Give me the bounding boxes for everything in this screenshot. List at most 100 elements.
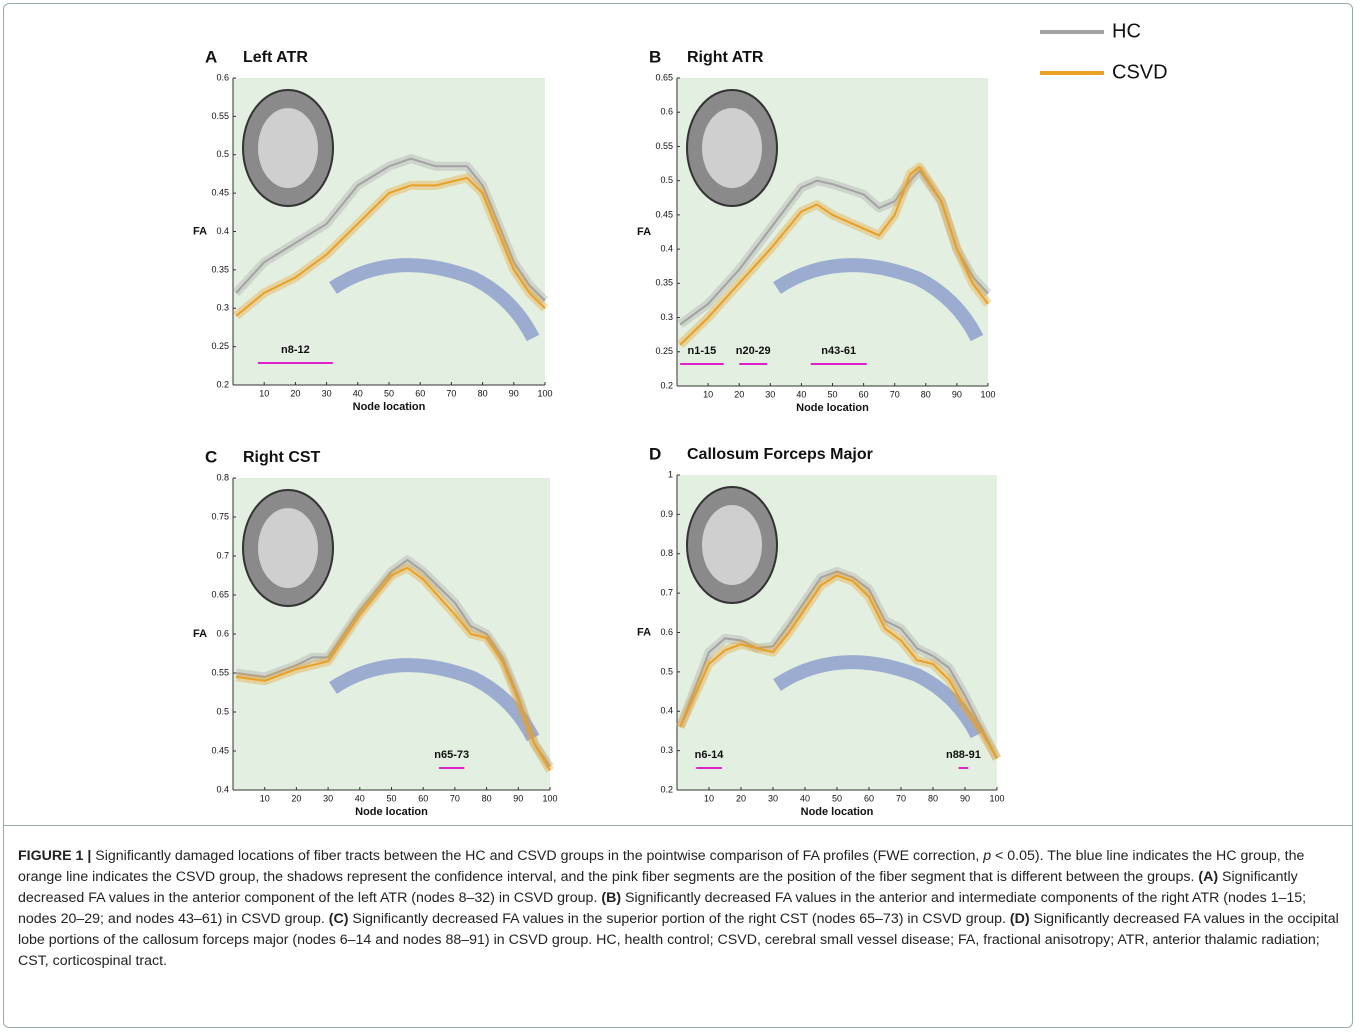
x-tick-label: 70 <box>450 793 460 803</box>
x-tick-label: 100 <box>542 793 557 803</box>
y-tick-label: 0.4 <box>216 226 229 236</box>
caption-panel: (B) <box>601 890 621 906</box>
y-tick-label: 0.35 <box>211 264 229 274</box>
x-tick-label: 20 <box>734 389 744 399</box>
significance-label: n43-61 <box>821 345 856 357</box>
x-tick-label: 40 <box>353 388 363 398</box>
x-tick-label: 70 <box>446 388 456 398</box>
x-tick-label: 30 <box>765 389 775 399</box>
y-tick-label: 0.55 <box>211 111 229 121</box>
y-tick-label: 0.7 <box>660 588 673 598</box>
y-tick-label: 0.6 <box>660 107 673 117</box>
brain-image-inner <box>702 505 762 585</box>
x-tick-label: 100 <box>989 793 1004 803</box>
x-tick-label: 60 <box>415 388 425 398</box>
panel-title: Left ATR <box>243 49 308 66</box>
y-tick-label: 0.2 <box>216 379 229 389</box>
panel-letter: B <box>649 47 661 66</box>
panel-title: Right CST <box>243 449 321 466</box>
x-tick-label: 80 <box>921 389 931 399</box>
y-tick-label: 0.25 <box>211 341 229 351</box>
x-tick-label: 80 <box>478 388 488 398</box>
legend-label: HC <box>1112 20 1141 42</box>
y-tick-label: 0.4 <box>660 243 673 253</box>
x-tick-label: 60 <box>864 793 874 803</box>
x-tick-label: 40 <box>800 793 810 803</box>
x-tick-label: 80 <box>482 793 492 803</box>
x-tick-label: 90 <box>513 793 523 803</box>
x-tick-label: 20 <box>291 793 301 803</box>
page: HC CSVD 0.2 0.25 0.3 0.35 0.4 0.45 0.5 0.55 0.6 1… <box>0 0 1358 1033</box>
figure: HC CSVD 0.2 0.25 0.3 0.35 0.4 0.45 0.5 0.55 0.6 1… <box>0 0 1358 825</box>
y-tick-label: 0.4 <box>216 784 229 794</box>
y-tick-label: 0.35 <box>655 278 673 288</box>
x-tick-label: 80 <box>928 793 938 803</box>
y-tick-label: 0.5 <box>216 706 229 716</box>
y-tick-label: 0.6 <box>660 627 673 637</box>
brain-image-inner <box>702 108 762 188</box>
x-tick-label: 60 <box>418 793 428 803</box>
x-tick-label: 40 <box>355 793 365 803</box>
x-tick-label: 30 <box>323 793 333 803</box>
caption-text: Significantly damaged locations of fiber… <box>91 848 983 864</box>
y-tick-label: 0.5 <box>660 666 673 676</box>
y-tick-label: 1 <box>668 469 673 479</box>
x-tick-label: 50 <box>832 793 842 803</box>
y-tick-label: 0.4 <box>660 706 673 716</box>
panel-title: Right ATR <box>687 49 764 66</box>
x-tick-label: 10 <box>703 389 713 399</box>
y-tick-label: 0.45 <box>211 188 229 198</box>
caption-text: Significantly decreased FA values in the… <box>348 911 1009 927</box>
y-tick-label: 0.8 <box>660 548 673 558</box>
x-axis-label: Node location <box>355 806 428 818</box>
x-tick-label: 10 <box>260 793 270 803</box>
significance-label: n20-29 <box>736 345 771 357</box>
y-tick-label: 0.2 <box>660 380 673 390</box>
x-tick-label: 50 <box>386 793 396 803</box>
significance-label: n88-91 <box>946 749 981 761</box>
x-tick-label: 10 <box>704 793 714 803</box>
significance-label: n8-12 <box>281 344 310 356</box>
x-tick-label: 50 <box>384 388 394 398</box>
brain-image-inner <box>258 508 318 588</box>
caption-panel: (C) <box>329 911 349 927</box>
y-tick-label: 0.55 <box>211 667 229 677</box>
significance-label: n65-73 <box>434 749 469 761</box>
x-axis-label: Node location <box>801 806 874 818</box>
y-tick-label: 0.2 <box>660 784 673 794</box>
caption: FIGURE 1 | Significantly damaged locatio… <box>18 846 1340 972</box>
y-tick-label: 0.55 <box>655 141 673 151</box>
y-tick-label: 0.65 <box>211 589 229 599</box>
x-tick-label: 30 <box>322 388 332 398</box>
panel-letter: C <box>205 447 217 466</box>
y-axis-label: FA <box>637 626 651 638</box>
x-axis-label: Node location <box>796 402 869 414</box>
legend: HC CSVD <box>1040 20 1168 83</box>
x-tick-label: 70 <box>890 389 900 399</box>
y-tick-label: 0.6 <box>216 72 229 82</box>
y-axis-label: FA <box>637 226 651 238</box>
x-tick-label: 20 <box>290 388 300 398</box>
y-tick-label: 0.45 <box>211 745 229 755</box>
panel-letter: A <box>205 47 217 66</box>
x-tick-label: 90 <box>960 793 970 803</box>
significance-label: n1-15 <box>688 345 717 357</box>
x-tick-label: 90 <box>952 389 962 399</box>
x-tick-label: 40 <box>796 389 806 399</box>
caption-panel: (D) <box>1010 911 1030 927</box>
y-axis-label: FA <box>193 225 207 237</box>
y-tick-label: 0.5 <box>660 175 673 185</box>
x-tick-label: 60 <box>859 389 869 399</box>
brain-image-inner <box>258 108 318 188</box>
y-tick-label: 0.3 <box>660 312 673 322</box>
significance-label: n6-14 <box>695 749 725 761</box>
y-axis-label: FA <box>193 628 207 640</box>
caption-rule <box>3 825 1353 826</box>
chart: 0.20.250.30.350.40.450.50.550.6102030405… <box>193 47 553 412</box>
x-tick-label: 20 <box>736 793 746 803</box>
caption-panel: (A) <box>1198 869 1218 885</box>
x-axis-label: Node location <box>353 401 426 413</box>
y-tick-label: 0.8 <box>216 472 229 482</box>
